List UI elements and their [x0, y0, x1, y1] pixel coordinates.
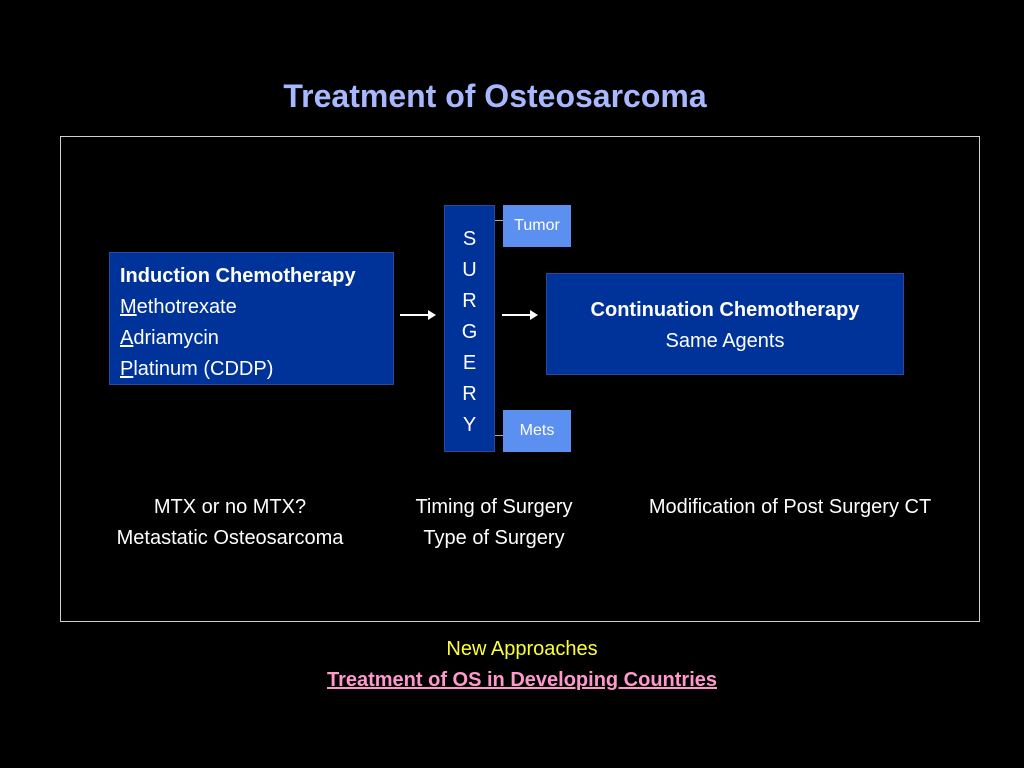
induction-chemotherapy-box: Induction Chemotherapy Methotrexate Adri… [109, 252, 394, 385]
diagram-frame [60, 136, 980, 622]
question: Metastatic Osteosarcoma [116, 527, 344, 549]
question: Timing of Surgery [415, 496, 573, 518]
surgery-letter: E [462, 352, 477, 374]
agent-adriamycin: Adriamycin [120, 327, 219, 349]
question-group-middle: Timing of Surgery Type of Surgery [384, 492, 604, 554]
surgery-box: S U R G E R Y [444, 205, 495, 452]
arrow-icon [400, 310, 436, 320]
question-group-right: Modification of Post Surgery CT [615, 492, 965, 523]
question: Modification of Post Surgery CT [648, 496, 932, 518]
question: Type of Surgery [423, 527, 565, 549]
continuation-chemotherapy-box: Continuation Chemotherapy Same Agents [546, 273, 904, 375]
connector [495, 220, 503, 221]
surgery-letter: R [462, 383, 477, 405]
developing-countries-link[interactable]: Treatment of OS in Developing Countries [326, 669, 718, 691]
agent-methotrexate: Methotrexate [120, 296, 237, 318]
surgery-letter: R [462, 290, 477, 312]
induction-heading: Induction Chemotherapy [120, 265, 356, 287]
surgery-letter: S [462, 228, 477, 250]
surgery-letter: Y [462, 414, 477, 436]
continuation-heading: Continuation Chemotherapy [590, 299, 860, 321]
question-group-left: MTX or no MTX? Metastatic Osteosarcoma [80, 492, 380, 554]
connector [495, 435, 503, 436]
tumor-box: Tumor [503, 205, 571, 247]
mets-box: Mets [503, 410, 571, 452]
question: MTX or no MTX? [153, 496, 307, 518]
surgery-letter: U [462, 259, 477, 281]
slide-title: Treatment of Osteosarcoma [283, 78, 707, 114]
new-approaches: New Approaches [446, 638, 598, 660]
continuation-sub: Same Agents [665, 330, 785, 352]
agent-platinum: Platinum (CDDP) [120, 358, 274, 380]
arrow-icon [502, 310, 538, 320]
surgery-letter: G [461, 321, 478, 343]
